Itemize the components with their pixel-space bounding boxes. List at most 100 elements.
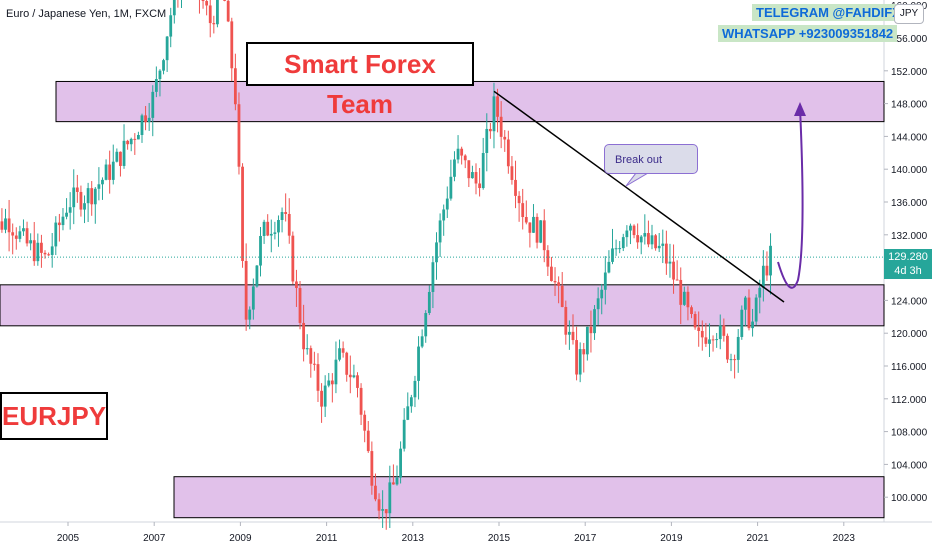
- candle-body: [485, 128, 489, 153]
- candle-body: [567, 331, 571, 335]
- candle-body: [165, 36, 169, 61]
- candle-body: [18, 231, 22, 239]
- price-tick-label: 112.000: [891, 395, 927, 406]
- time-tick-label: 2021: [746, 533, 769, 544]
- candle-body: [557, 282, 561, 286]
- candle-body: [266, 221, 270, 236]
- price-tick-label: 120.000: [891, 329, 928, 340]
- candle-body: [435, 242, 438, 263]
- candle-body: [0, 221, 4, 230]
- candle-body: [75, 187, 79, 192]
- candle-body: [585, 326, 589, 355]
- candle-body: [101, 179, 104, 185]
- candle-body: [629, 225, 632, 231]
- candle-body: [603, 272, 607, 290]
- candle-body: [614, 248, 618, 250]
- candle-body: [413, 380, 417, 398]
- candle-body: [29, 240, 33, 244]
- currency-button[interactable]: JPY: [894, 4, 924, 24]
- candle-body: [733, 359, 737, 361]
- candle-body: [743, 297, 747, 310]
- candle-body: [675, 279, 679, 281]
- candle-body: [169, 15, 173, 37]
- candle-body: [93, 188, 97, 205]
- candle-body: [233, 68, 237, 105]
- candle-body: [761, 265, 765, 288]
- symbol-title[interactable]: Euro / Japanese Yen, 1M, FXCM: [6, 8, 167, 20]
- candle-body: [251, 286, 255, 310]
- candle-body: [255, 265, 259, 287]
- candle-body: [244, 260, 248, 320]
- sr-zone-1: [55, 80, 885, 123]
- time-tick-label: 2015: [488, 533, 511, 544]
- candle-body: [481, 152, 485, 189]
- candle-body: [417, 346, 420, 381]
- candle-body: [388, 482, 392, 514]
- arrowhead-icon: [794, 102, 806, 116]
- candle-body: [348, 374, 352, 378]
- candle-body: [463, 155, 467, 161]
- candle-body: [514, 179, 517, 196]
- candle-body: [65, 212, 68, 217]
- candle-body: [697, 327, 701, 331]
- candle-body: [54, 222, 58, 247]
- candle-body: [758, 287, 762, 298]
- candle-body: [32, 240, 36, 262]
- candle-body: [560, 285, 564, 307]
- price-tick-label: 136.000: [891, 198, 928, 209]
- candle-body: [517, 195, 521, 204]
- candle-body: [298, 287, 302, 323]
- candle-body: [596, 298, 600, 310]
- candle-body: [302, 322, 306, 350]
- price-tick-label: 132.000: [891, 231, 928, 242]
- candle-body: [453, 159, 456, 177]
- candle-body: [402, 419, 406, 449]
- candle-body: [765, 265, 769, 276]
- candle-body: [273, 232, 277, 234]
- candle-body: [11, 232, 15, 236]
- candle-body: [600, 289, 604, 299]
- candle-body: [22, 228, 25, 232]
- price-tick-label: 140.000: [891, 165, 928, 176]
- candle-body: [241, 166, 244, 261]
- candle-body: [370, 451, 374, 486]
- candle-body: [363, 414, 367, 431]
- candle-body: [722, 325, 726, 336]
- candle-body: [506, 139, 510, 167]
- telegram-label: TELEGRAM @FAHDIFX: [752, 4, 905, 21]
- candle-body: [528, 222, 532, 233]
- candle-body: [438, 220, 442, 243]
- candle-body: [226, 0, 230, 22]
- price-tick-label: 152.000: [891, 67, 928, 78]
- candle-body: [284, 212, 288, 214]
- candle-body: [151, 91, 155, 118]
- candle-body: [672, 261, 675, 280]
- candle-body: [726, 335, 729, 360]
- candle-body: [754, 297, 758, 322]
- whatsapp-label: WHATSAPP +923009351842: [718, 25, 898, 42]
- candle-body: [708, 339, 711, 344]
- candle-body: [740, 309, 744, 337]
- candle-body: [442, 209, 446, 221]
- candle-body: [392, 482, 395, 485]
- candle-body: [682, 291, 686, 305]
- candle-body: [625, 230, 629, 238]
- price-tick-label: 144.000: [891, 132, 928, 143]
- candle-body: [305, 348, 309, 350]
- candle-body: [736, 336, 740, 360]
- candle-body: [280, 212, 284, 221]
- candle-body: [700, 330, 704, 338]
- candle-body: [406, 406, 410, 420]
- time-tick-label: 2011: [316, 533, 338, 544]
- candle-body: [488, 128, 492, 132]
- candle-body: [79, 191, 83, 210]
- candle-body: [539, 220, 543, 243]
- candle-body: [320, 390, 323, 407]
- candle-body: [86, 188, 90, 204]
- candle-body: [381, 509, 385, 511]
- candle-body: [686, 291, 690, 308]
- candle-body: [316, 364, 320, 391]
- candle-body: [201, 0, 205, 2]
